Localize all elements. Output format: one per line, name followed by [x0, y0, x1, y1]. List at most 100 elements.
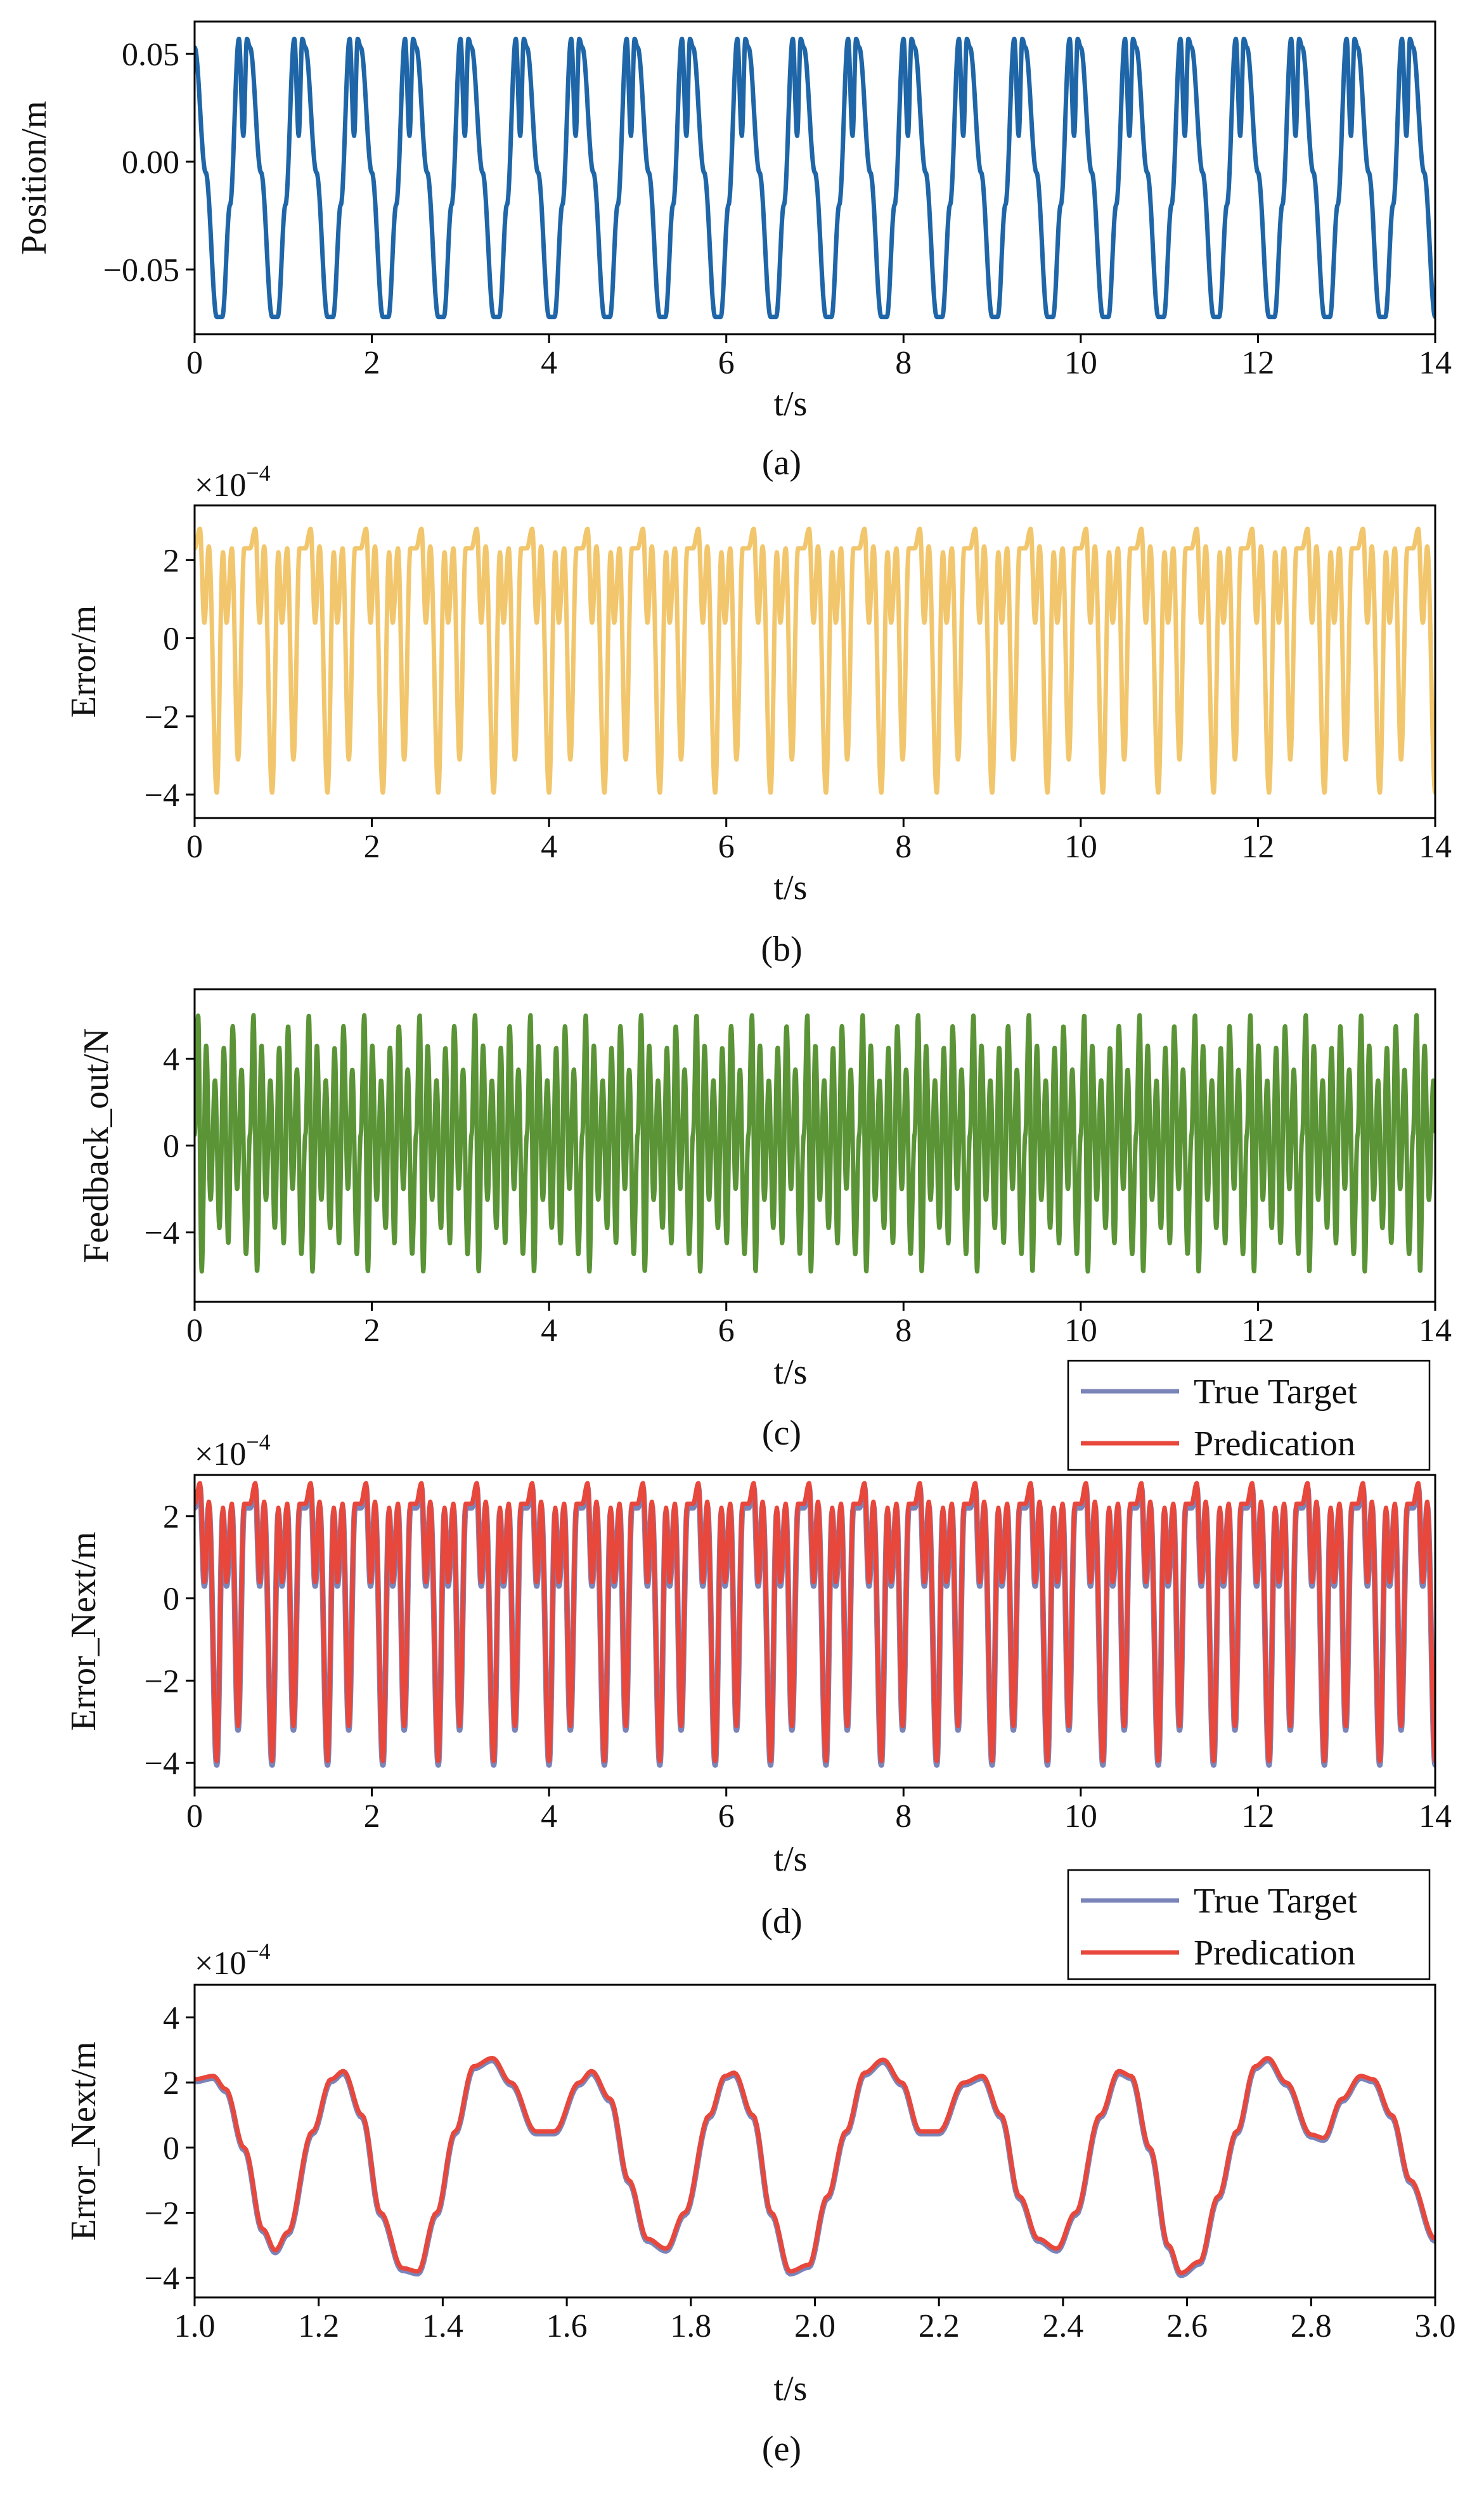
x-axis-label: t/s — [774, 1353, 808, 1392]
chart-c: 0 2 4 6 8 10 12 14 −4 0 4 t/s Feedback_out/N (c) — [77, 988, 1452, 1453]
x-tick-label: 8 — [895, 829, 912, 865]
x-tick-label: 4 — [541, 829, 557, 865]
x-tick-label: 14 — [1419, 1313, 1452, 1349]
x-tick-label: 8 — [895, 1313, 912, 1349]
series-line-feedback-out — [195, 1013, 1435, 1274]
y-tick-label: −2 — [145, 1663, 179, 1699]
plot-frame — [193, 504, 1436, 819]
y-tick-label: 0.05 — [122, 37, 179, 73]
y-tick-label: −2 — [145, 699, 179, 736]
y-tick-label: 4 — [163, 2000, 179, 2036]
legend-entry-label: True Target — [1194, 1372, 1357, 1412]
y-tick-label: 0 — [163, 2131, 179, 2167]
x-tick-label: 4 — [541, 1798, 557, 1835]
y-tick-label: −4 — [145, 777, 179, 814]
x-tick-label: 1.0 — [174, 2308, 216, 2344]
x-tick-label: 3.0 — [1415, 2308, 1456, 2344]
chart-e: 1.0 1.2 1.4 1.6 1.8 2.0 2.2 2.4 2.6 2.8 3.0 −4 −2 0 2 4… — [64, 1869, 1456, 2469]
legend-box — [1067, 1869, 1431, 1980]
x-tick-label: 14 — [1419, 1798, 1452, 1835]
x-tick-label: 10 — [1064, 1313, 1097, 1349]
x-tick-label: 14 — [1419, 829, 1452, 865]
x-tick-label: 2 — [364, 1313, 380, 1349]
y-tick-label: −4 — [145, 1746, 179, 1782]
x-tick-label: 2.4 — [1042, 2308, 1083, 2344]
x-tick-label: 2.8 — [1291, 2308, 1332, 2344]
x-tick-label: 1.2 — [298, 2308, 339, 2344]
x-tick-label: 2.2 — [919, 2308, 960, 2344]
x-tick-label: 4 — [541, 345, 557, 381]
x-tick-label: 2 — [364, 1798, 380, 1835]
subfigure-caption: (b) — [761, 930, 802, 969]
y-tick-label: 0 — [163, 1581, 179, 1618]
series-line-predication — [195, 2056, 1435, 2275]
chart-a: 0 2 4 6 8 10 12 14 −0.05 0.00 0.05 t/s Position/m (a) — [15, 20, 1452, 483]
y-tick-label: 4 — [163, 1042, 179, 1078]
series-line-error — [195, 526, 1435, 795]
x-tick-label: 6 — [718, 1313, 735, 1349]
x-tick-label: 2.6 — [1166, 2308, 1208, 2344]
y-tick-label: 0 — [163, 621, 179, 658]
legend: True Target Predication — [1067, 1869, 1431, 1980]
x-tick-label: 1.8 — [670, 2308, 711, 2344]
subfigure-caption: (d) — [761, 1902, 802, 1941]
y-axis-label: Error_Next/m — [64, 1531, 103, 1731]
legend-entry-label: Predication — [1194, 1424, 1355, 1464]
legend-entry-label: True Target — [1194, 1881, 1357, 1921]
x-tick-label: 0 — [186, 1798, 203, 1835]
series-line-predication — [195, 1481, 1435, 1763]
legend-box — [1067, 1360, 1431, 1471]
x-axis-label: t/s — [774, 1840, 808, 1879]
x-tick-label: 6 — [718, 829, 735, 865]
y-tick-label: −0.05 — [103, 252, 179, 289]
y-tick-label: 0 — [163, 1129, 179, 1165]
subfigure-caption: (e) — [762, 2429, 801, 2469]
x-tick-label: 12 — [1241, 829, 1274, 865]
x-tick-label: 4 — [541, 1313, 557, 1349]
chart-b: 0 2 4 6 8 10 12 14 −4 −2 0 2 t/s Error/m ×10−4 (b) — [64, 460, 1452, 969]
x-tick-label: 10 — [1064, 829, 1097, 865]
x-tick-label: 12 — [1241, 1798, 1274, 1835]
y-axis-label: Error_Next/m — [64, 2041, 103, 2240]
x-tick-label: 8 — [895, 1798, 912, 1835]
y-tick-label: 2 — [163, 2065, 179, 2101]
subfigure-caption: (a) — [762, 443, 801, 483]
x-tick-label: 10 — [1064, 1798, 1097, 1835]
y-axis-exponent: ×10−4 — [195, 1939, 271, 1982]
y-tick-label: −2 — [145, 2195, 179, 2231]
x-tick-label: 0 — [186, 1313, 203, 1349]
x-tick-label: 10 — [1064, 345, 1097, 381]
y-tick-label: 0.00 — [122, 145, 179, 181]
x-tick-label: 2.0 — [794, 2308, 836, 2344]
y-axis-label: Feedback_out/N — [77, 1028, 116, 1263]
legend-entry-label: Predication — [1194, 1933, 1355, 1973]
y-axis-label: Error/m — [64, 606, 103, 718]
x-tick-label: 12 — [1241, 1313, 1274, 1349]
y-tick-label: −4 — [145, 2261, 179, 2297]
x-tick-label: 2 — [364, 345, 380, 381]
subfigure-caption: (c) — [762, 1413, 801, 1453]
x-tick-label: 1.6 — [546, 2308, 588, 2344]
x-tick-label: 2 — [364, 829, 380, 865]
legend: True Target Predication — [1067, 1360, 1431, 1471]
y-tick-label: −4 — [145, 1215, 179, 1251]
x-tick-label: 12 — [1241, 345, 1274, 381]
chart-d: 0 2 4 6 8 10 12 14 −4 −2 0 2 t/s Error_Next/m ×10−4 (d)… — [64, 1360, 1452, 1941]
x-tick-label: 6 — [718, 345, 735, 381]
y-tick-label: 2 — [163, 1499, 179, 1535]
x-tick-label: 1.4 — [422, 2308, 463, 2344]
x-axis-label: t/s — [774, 2369, 808, 2408]
plot-frame — [193, 1474, 1436, 1789]
series-line-position — [195, 36, 1435, 320]
x-tick-label: 0 — [186, 345, 203, 381]
x-axis-label: t/s — [774, 384, 808, 424]
y-axis-exponent: ×10−4 — [195, 1429, 271, 1472]
x-axis-label: t/s — [774, 868, 808, 907]
x-tick-label: 14 — [1419, 345, 1452, 381]
x-tick-label: 8 — [895, 345, 912, 381]
x-tick-label: 0 — [186, 829, 203, 865]
y-axis-label: Position/m — [15, 101, 54, 255]
y-axis-exponent: ×10−4 — [195, 460, 271, 503]
plot-frame — [193, 20, 1436, 335]
